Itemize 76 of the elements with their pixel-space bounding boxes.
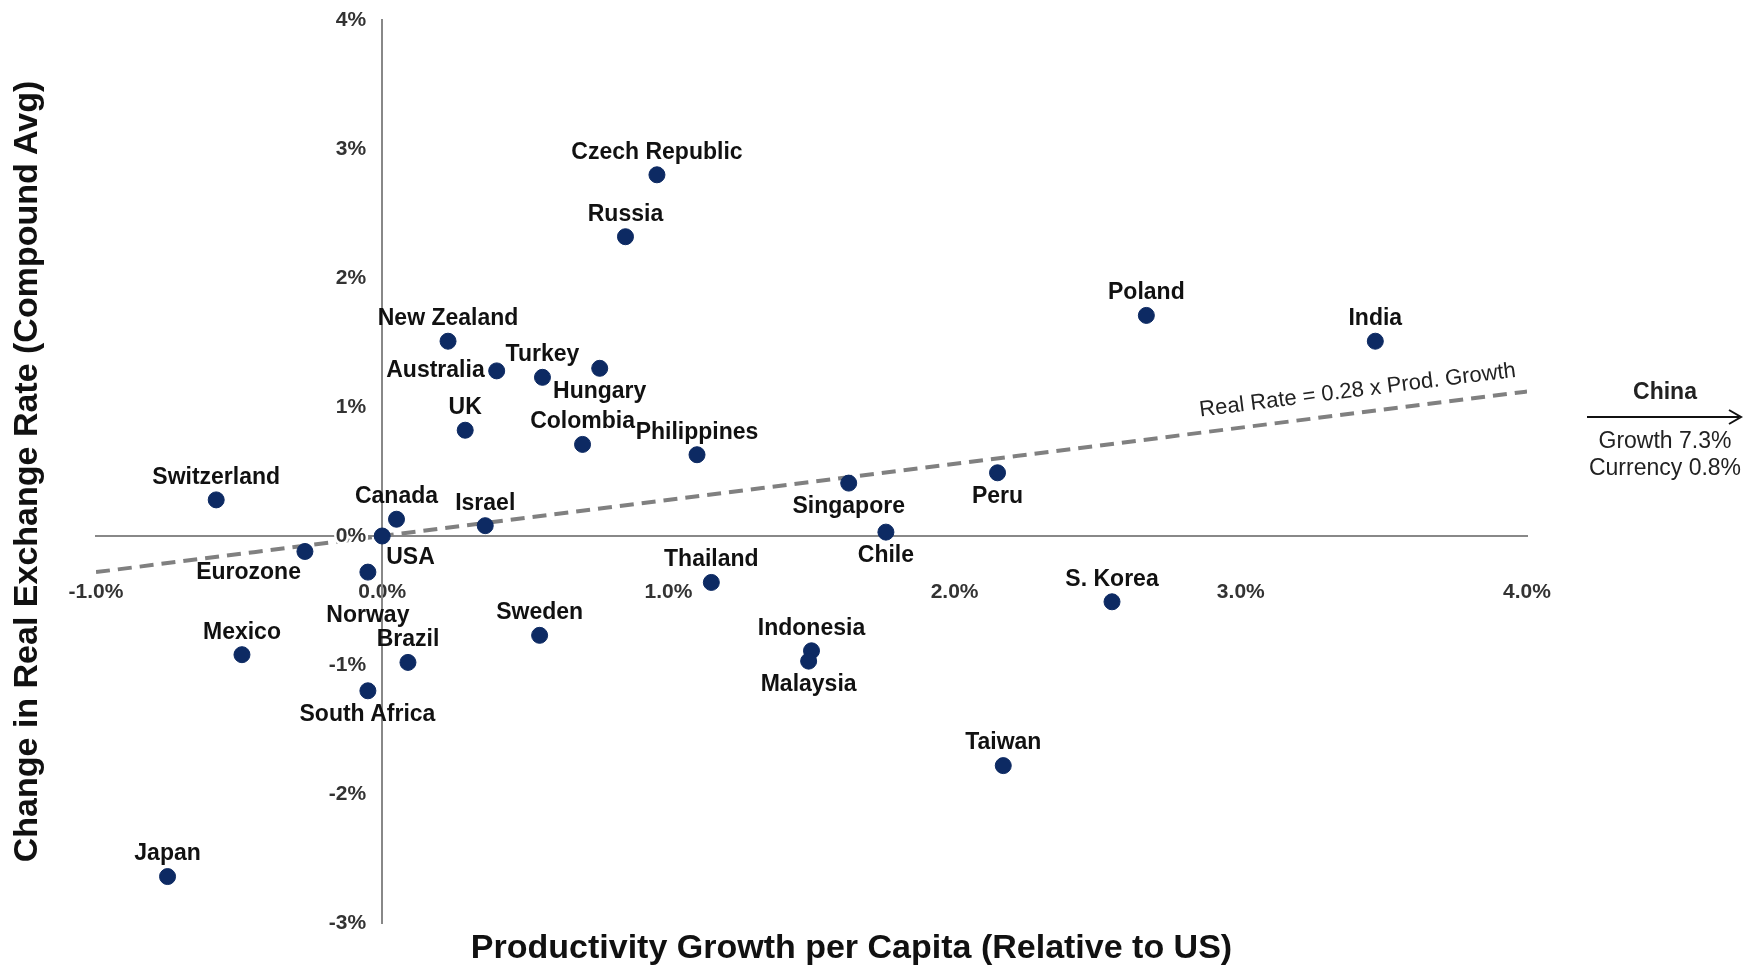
point — [877, 523, 895, 541]
annotation: Peru — [971, 481, 1024, 508]
point — [840, 474, 858, 492]
y-axis-title: Change in Real Exchange Rate (Compound Avg) — [6, 80, 45, 863]
point — [574, 435, 592, 453]
annotation: S. Korea — [1065, 564, 1159, 591]
point — [359, 682, 377, 700]
point — [800, 652, 818, 670]
point — [233, 646, 251, 664]
text: Real Rate = 0.28 x Prod. Growth — [1197, 356, 1518, 422]
annotation: Mexico — [202, 617, 281, 644]
annotation: Russia — [587, 199, 664, 226]
annotation: UK — [448, 393, 483, 420]
text: Growth 7.3% — [1597, 427, 1733, 454]
annotation: India — [1348, 304, 1403, 331]
point — [207, 491, 225, 509]
x-tick-label: -1.0% — [68, 579, 124, 603]
point — [359, 563, 377, 581]
point — [1103, 593, 1121, 611]
annotation: Colombia — [530, 407, 636, 434]
y-tick-label: 2% — [335, 264, 367, 288]
point — [648, 166, 666, 184]
annotation: Canada — [354, 482, 439, 509]
annotation: Czech Republic — [571, 137, 743, 164]
x-tick-label: 2.0% — [930, 579, 979, 603]
annotation: Hungary — [553, 377, 647, 404]
point — [399, 653, 417, 671]
point — [159, 868, 177, 886]
point — [591, 359, 609, 377]
text: Currency 0.8% — [1587, 454, 1743, 481]
annotation: Malaysia — [760, 669, 857, 696]
x-tick-label: 3.0% — [1216, 579, 1266, 603]
point — [373, 527, 391, 545]
annotation: Norway — [326, 600, 410, 627]
annotation: Turkey — [505, 340, 580, 367]
point — [439, 332, 457, 350]
annotation: Thailand — [664, 545, 759, 572]
point — [296, 542, 314, 560]
annotation: Indonesia — [757, 613, 866, 640]
annotation: Eurozone — [196, 558, 301, 585]
point — [1137, 306, 1155, 324]
y-tick-label: 4% — [335, 6, 367, 30]
point — [688, 446, 706, 464]
x-tick-label: 1.0% — [644, 579, 693, 603]
annotation: Singapore — [792, 491, 905, 518]
point — [531, 626, 549, 644]
point — [702, 573, 720, 591]
y-tick-label: -2% — [328, 780, 367, 804]
annotation: Taiwan — [965, 728, 1042, 755]
point — [533, 368, 551, 386]
point — [994, 757, 1012, 775]
point — [1366, 332, 1384, 350]
annotation: Japan — [134, 839, 201, 866]
point — [456, 421, 474, 439]
point — [989, 464, 1007, 482]
annotation: USA — [386, 542, 435, 569]
x-axis-title: Productivity Growth per Capita (Relative to US) — [470, 927, 1233, 966]
annotation: New Zealand — [377, 304, 519, 331]
point — [476, 517, 494, 535]
x-tick-label: 4.0% — [1503, 579, 1552, 603]
text: China — [1632, 378, 1699, 405]
annotation: Chile — [857, 540, 915, 567]
annotation: South Africa — [299, 699, 436, 726]
y-tick-label: -1% — [328, 651, 367, 675]
annotation: Sweden — [496, 598, 584, 625]
annotation: Switzerland — [152, 462, 281, 489]
point — [488, 362, 506, 380]
annotation: Philippines — [635, 417, 759, 444]
annotation: Australia — [386, 355, 485, 382]
y-tick-label: -3% — [328, 909, 367, 933]
point — [388, 510, 406, 528]
annotation: Poland — [1108, 278, 1185, 305]
y-tick-label: 3% — [335, 135, 367, 159]
y-tick-label: 1% — [335, 393, 367, 417]
annotation: Israel — [455, 488, 516, 515]
point — [616, 228, 634, 246]
